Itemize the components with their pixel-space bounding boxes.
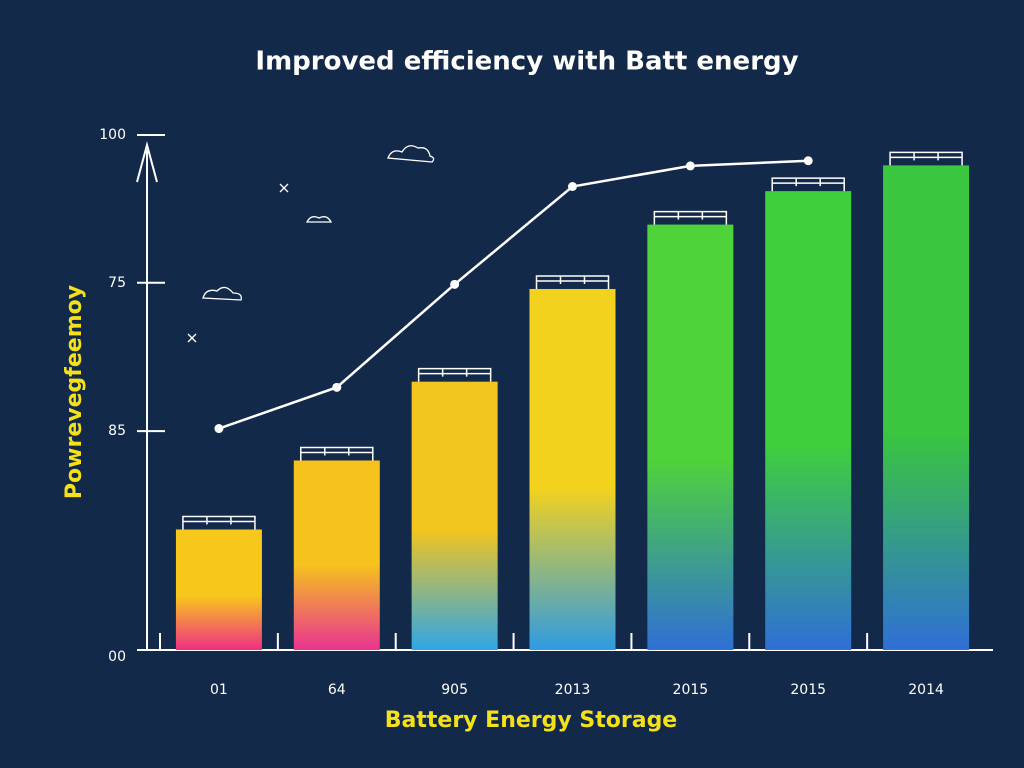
y-tick-label: 100 xyxy=(99,127,126,143)
line-point xyxy=(685,161,695,171)
bar-cap xyxy=(300,446,374,461)
y-axis-arrow xyxy=(136,141,158,183)
bar xyxy=(411,381,498,650)
y-tick-label: 75 xyxy=(108,275,126,291)
x-axis-label: Battery Energy Storage xyxy=(385,708,677,733)
line-point xyxy=(803,156,813,166)
chart-title: Improved efficiency with Batt energy xyxy=(255,47,798,77)
x-tick-label: 2015 xyxy=(790,682,826,698)
bar xyxy=(293,460,380,650)
cloud xyxy=(305,216,333,223)
doodles xyxy=(187,145,435,343)
cloud xyxy=(387,145,435,163)
x-tick-label: 905 xyxy=(441,682,468,698)
bar xyxy=(647,224,734,651)
cloud xyxy=(202,286,242,301)
bar xyxy=(175,529,262,650)
line-point xyxy=(568,182,577,191)
bar-cap xyxy=(771,177,845,192)
bar-cap xyxy=(417,367,492,382)
star xyxy=(187,333,197,343)
x-tick-label: 2013 xyxy=(555,682,591,698)
bar xyxy=(883,165,970,650)
y-tick-label: 00 xyxy=(108,649,126,665)
x-tick-label: 64 xyxy=(328,682,346,698)
bar-cap xyxy=(889,151,963,166)
y-axis-label: Powrevegfeemoy xyxy=(62,285,87,499)
bar-cap xyxy=(182,515,256,530)
x-tick-label: 2014 xyxy=(908,682,944,698)
line-point xyxy=(332,382,342,392)
x-tick-label: 01 xyxy=(210,682,228,698)
line-point xyxy=(214,424,224,434)
star xyxy=(279,183,289,193)
bar xyxy=(529,288,616,650)
bar-cap xyxy=(653,210,728,225)
y-tick-label: 85 xyxy=(108,423,126,439)
bar-cap xyxy=(535,275,610,289)
line-point xyxy=(450,279,460,289)
line xyxy=(218,159,809,430)
bar xyxy=(765,191,852,650)
x-tick-label: 2015 xyxy=(673,682,709,698)
